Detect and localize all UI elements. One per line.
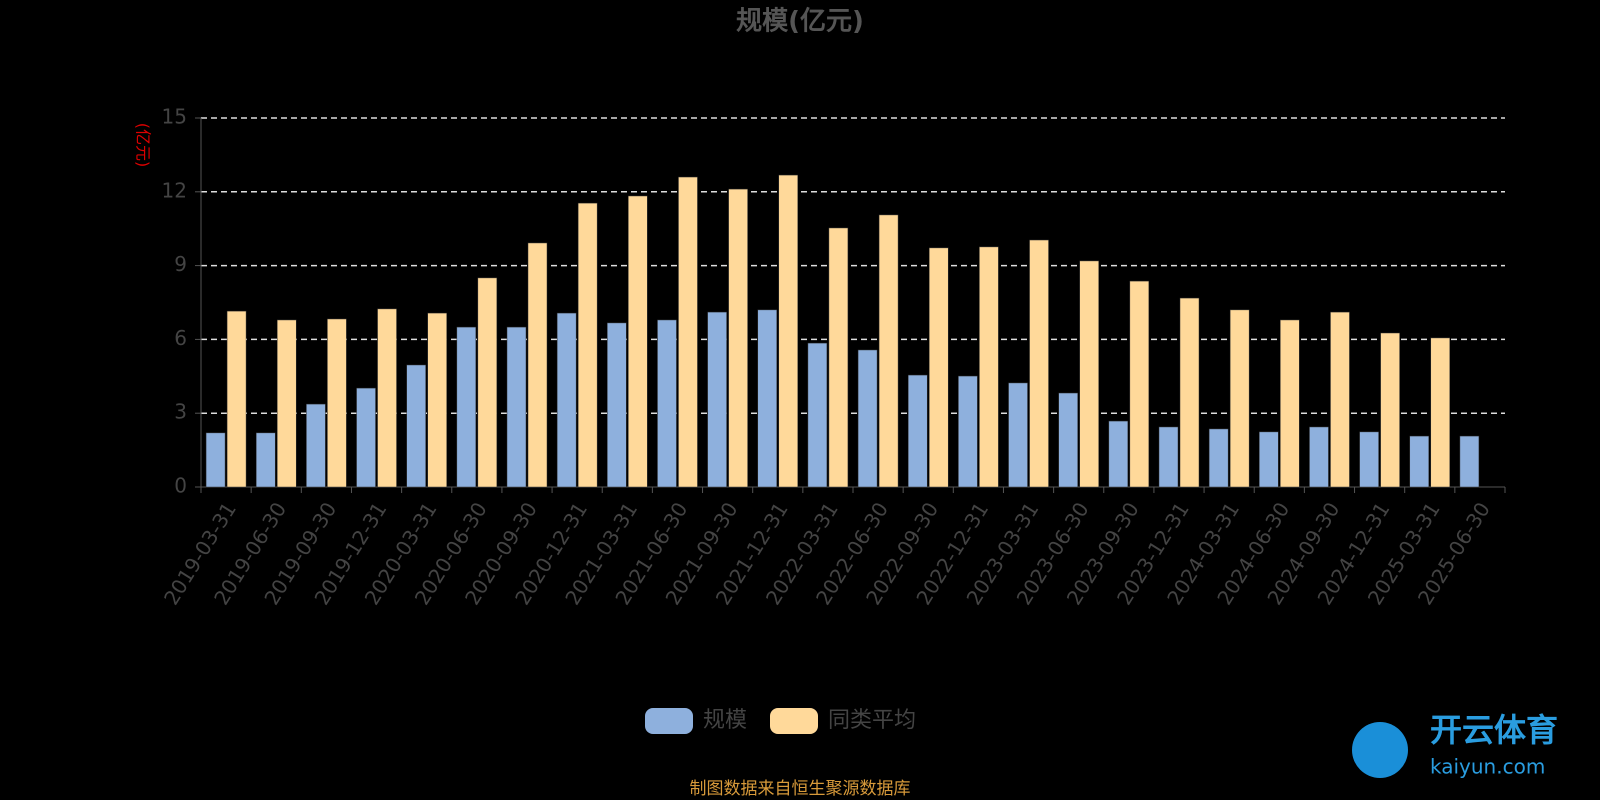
bar bbox=[306, 403, 326, 488]
y-tick-label: 12 bbox=[162, 178, 187, 202]
bar bbox=[456, 326, 477, 488]
bar bbox=[255, 432, 276, 488]
bar bbox=[1158, 426, 1179, 488]
bar bbox=[226, 310, 247, 488]
bar bbox=[327, 318, 347, 488]
bar bbox=[1309, 426, 1329, 488]
bar bbox=[1179, 297, 1200, 488]
bar bbox=[807, 342, 828, 488]
bar bbox=[1029, 239, 1049, 488]
bar bbox=[577, 202, 598, 488]
logo-icon bbox=[1352, 722, 1408, 778]
bar bbox=[728, 188, 748, 488]
bar bbox=[928, 247, 949, 488]
bar bbox=[958, 375, 978, 488]
bar bbox=[477, 277, 498, 488]
bar bbox=[907, 374, 928, 488]
legend-label: 规模 bbox=[703, 708, 747, 733]
bar bbox=[406, 364, 426, 488]
bar bbox=[1129, 280, 1150, 488]
bar bbox=[757, 309, 778, 488]
y-tick-label: 3 bbox=[174, 400, 187, 424]
bar bbox=[1409, 435, 1430, 488]
bar bbox=[377, 308, 397, 488]
bar bbox=[657, 319, 677, 488]
legend-label: 同类平均 bbox=[828, 708, 916, 733]
bar bbox=[628, 195, 648, 488]
y-axis-label: (亿元) bbox=[134, 123, 153, 168]
watermark: 开云体育 kaiyun.com bbox=[1352, 711, 1558, 779]
bar bbox=[857, 349, 878, 488]
watermark-url: kaiyun.com bbox=[1430, 755, 1545, 779]
watermark-brand: 开云体育 bbox=[1430, 711, 1558, 749]
y-tick-label: 15 bbox=[162, 105, 187, 129]
bar bbox=[828, 227, 849, 488]
bar bbox=[607, 322, 627, 488]
bar bbox=[276, 319, 297, 488]
source-note: 制图数据来自恒生聚源数据库 bbox=[690, 779, 911, 799]
bar bbox=[1058, 392, 1078, 488]
bar bbox=[506, 326, 527, 488]
bar bbox=[205, 432, 226, 488]
bar bbox=[1330, 311, 1350, 488]
legend-swatch bbox=[645, 708, 693, 734]
bar bbox=[427, 312, 447, 488]
bar bbox=[678, 176, 698, 488]
y-tick-label: 6 bbox=[174, 326, 187, 350]
legend-swatch bbox=[770, 708, 818, 734]
bar bbox=[1008, 382, 1028, 488]
bar bbox=[878, 214, 899, 488]
bar bbox=[778, 174, 799, 488]
bar bbox=[1259, 431, 1279, 488]
bar bbox=[1079, 260, 1099, 488]
y-tick-label: 0 bbox=[174, 474, 187, 498]
bar bbox=[527, 242, 548, 488]
bar bbox=[1208, 428, 1229, 488]
bar bbox=[1430, 337, 1451, 488]
bar bbox=[1359, 431, 1379, 488]
y-tick-label: 9 bbox=[174, 252, 187, 276]
bar bbox=[556, 312, 577, 488]
bar bbox=[1229, 309, 1250, 488]
bar bbox=[356, 387, 376, 488]
bar bbox=[1280, 319, 1300, 488]
chart-title: 规模(亿元) bbox=[736, 7, 864, 37]
bar bbox=[1459, 435, 1480, 488]
bar bbox=[1380, 332, 1400, 488]
bar bbox=[979, 246, 999, 488]
bar bbox=[1108, 420, 1129, 488]
bar bbox=[707, 311, 727, 488]
